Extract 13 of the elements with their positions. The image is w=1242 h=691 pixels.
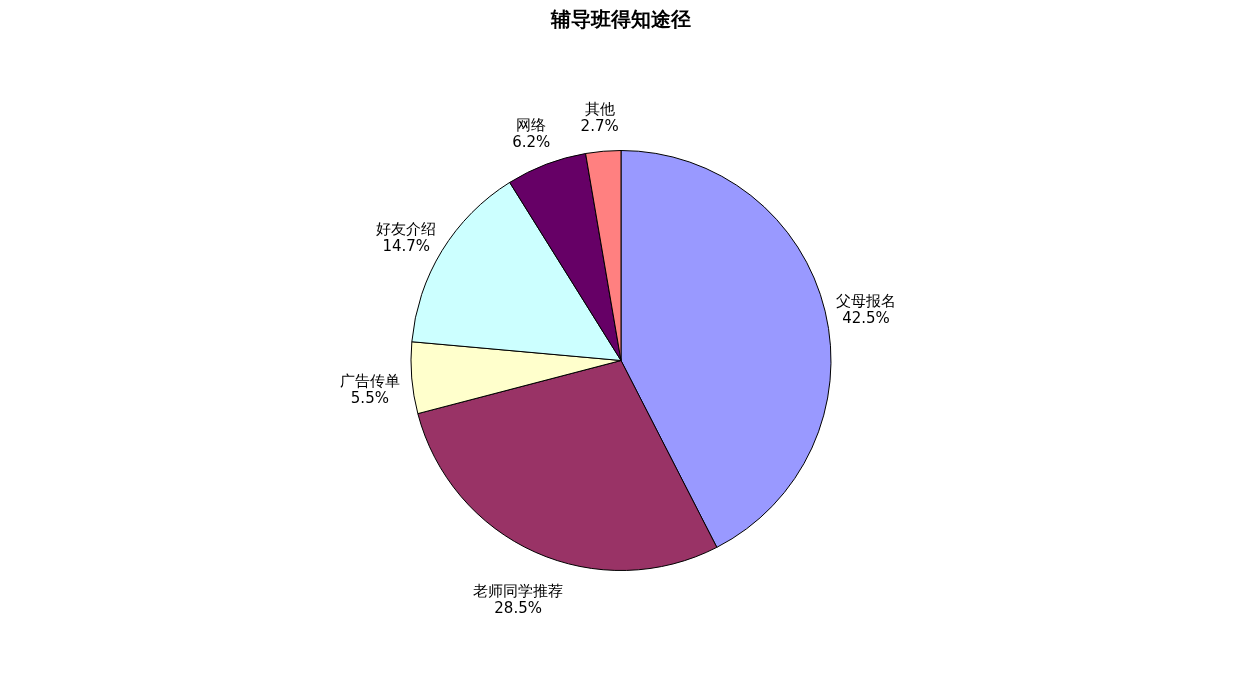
data-label: 42.5% <box>842 309 890 328</box>
data-label: 6.2% <box>512 133 551 152</box>
slice-label: 老师同学推荐 <box>473 581 564 600</box>
data-label: 14.7% <box>382 236 431 255</box>
data-label: 5.5% <box>350 389 389 408</box>
slice-label: 其他 <box>584 100 615 119</box>
data-label: 2.7% <box>580 117 619 136</box>
slice-label: 广告传单 <box>339 372 400 391</box>
data-label: 28.5% <box>494 598 542 617</box>
slice-label: 好友介绍 <box>376 219 437 238</box>
slice-label: 父母报名 <box>835 292 896 311</box>
slice-label: 网络 <box>516 116 547 135</box>
chart-title: 辅导班得知途径 <box>550 7 691 31</box>
